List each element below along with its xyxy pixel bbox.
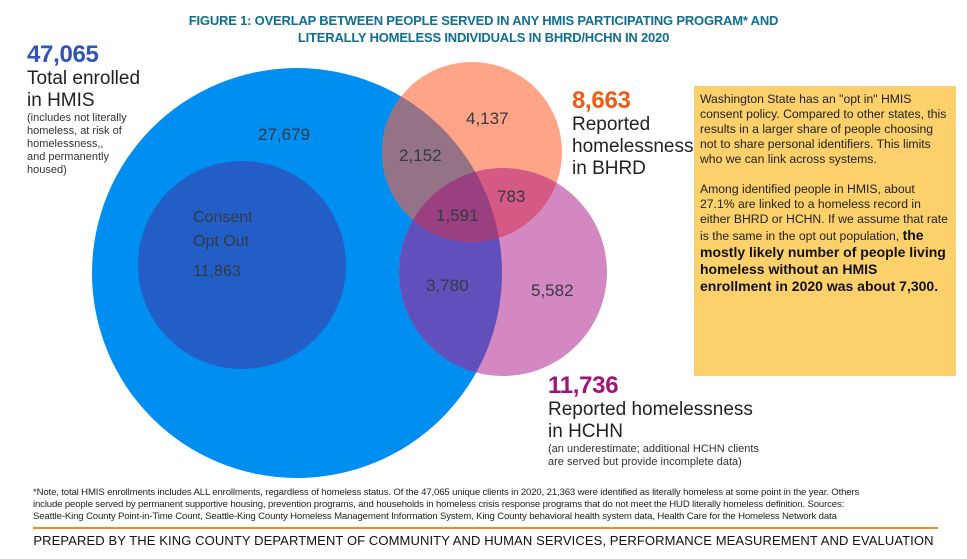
hmis-label-line1: Total enrolled xyxy=(27,68,141,89)
hchn-sub-line1: (an underestimate; additional HCHN clien… xyxy=(548,443,759,455)
hmis-only-value: 27,679 xyxy=(258,125,310,144)
hmis-bhrd-value: 2,152 xyxy=(399,146,442,165)
opt-out-label-line2: Opt Out xyxy=(193,233,250,250)
hchn-sub-line2: are served but provide incomplete data) xyxy=(548,456,742,468)
hmis-total: 47,065 xyxy=(27,41,99,68)
footnote-line3: Seattle-King County Point-in-Time Count,… xyxy=(33,511,837,522)
hchn-label-line1: Reported homelessness xyxy=(548,399,753,420)
note-paragraph-2: Among identified people in HMIS, about 2… xyxy=(700,182,950,295)
footnote-line1: *Note, total HMIS enrollments includes A… xyxy=(33,487,860,498)
hmis-set-label: 47,065 Total enrolled in HMIS (includes … xyxy=(27,42,140,177)
bhrd-label-line2: homelessness xyxy=(572,136,694,157)
bhrd-set-label: 8,663 Reported homelessness in BHRD xyxy=(572,88,693,180)
hchn-only-value: 5,582 xyxy=(531,281,574,300)
figure-title: FIGURE 1: OVERLAP BETWEEN PEOPLE SERVED … xyxy=(0,12,967,46)
opt-out-label-line1: Consent xyxy=(193,209,253,226)
hmis-label-line2: in HMIS xyxy=(27,90,95,111)
hchn-set-label: 11,736 Reported homelessness in HCHN (an… xyxy=(548,373,759,469)
hmis-sub-line4: and permanently xyxy=(27,151,109,163)
bhrd-only-value: 4,137 xyxy=(466,109,509,128)
bhrd-label-line1: Reported xyxy=(572,114,651,135)
note-paragraph-1: Washington State has an "opt in" HMIS co… xyxy=(700,92,947,166)
footnote-line2: include people served by permanent suppo… xyxy=(33,499,845,510)
hchn-label-line2: in HCHN xyxy=(548,421,623,442)
bhrd-label-line3: in BHRD xyxy=(572,158,646,179)
hmis-hchn-value: 3,780 xyxy=(426,276,469,295)
prepared-by: PREPARED BY THE KING COUNTY DEPARTMENT O… xyxy=(33,533,934,548)
note-paragraph-2-bold: the mostly likely number of people livin… xyxy=(700,227,946,294)
footnote: *Note, total HMIS enrollments includes A… xyxy=(33,487,938,523)
figure-title-line1: FIGURE 1: OVERLAP BETWEEN PEOPLE SERVED … xyxy=(188,13,779,28)
all-three-value: 1,591 xyxy=(436,206,479,225)
footer-divider xyxy=(33,527,938,529)
hmis-sub-line1: (includes not literally xyxy=(27,112,127,124)
bhrd-total: 8,663 xyxy=(572,87,631,114)
figure-title-line2: LITERALLY HOMELESS INDIVIDUALS IN BHRD/H… xyxy=(297,30,670,45)
opt-out-circle xyxy=(138,161,346,369)
hchn-total: 11,736 xyxy=(548,372,619,399)
note-paragraph-2-text: Among identified people in HMIS, about 2… xyxy=(700,182,948,243)
hmis-sub-line3: homelessness,, xyxy=(27,138,104,150)
bhrd-hchn-value: 783 xyxy=(497,187,525,206)
hmis-sub-line2: homeless, at risk of xyxy=(27,125,122,137)
hmis-sub-line5: housed) xyxy=(27,164,67,176)
opt-out-value: 11,863 xyxy=(193,263,241,280)
opt-in-note-box: Washington State has an "opt in" HMIS co… xyxy=(694,86,956,376)
